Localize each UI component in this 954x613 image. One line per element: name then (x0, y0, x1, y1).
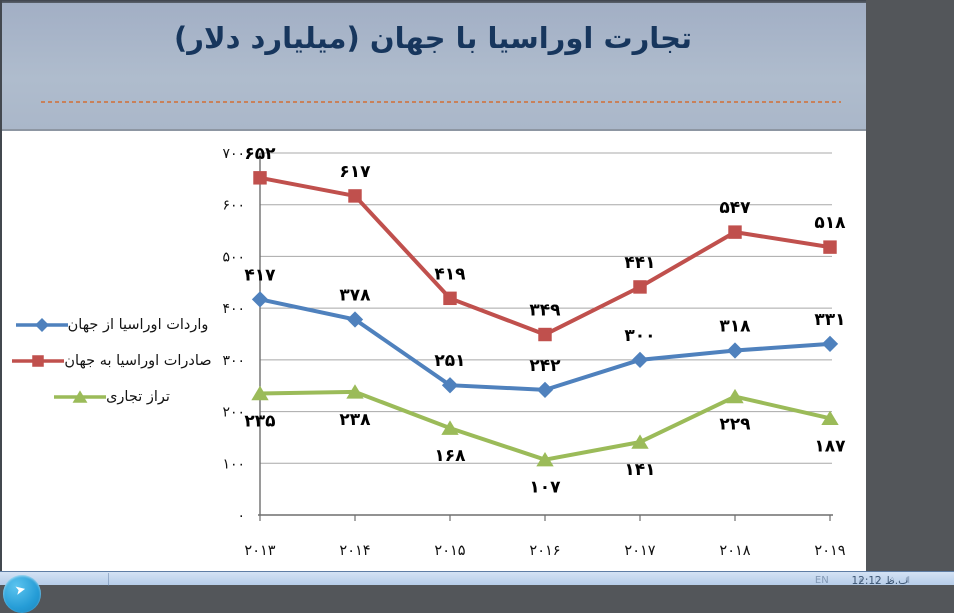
x-axis-tick-label: ۲۰۱۳ (244, 543, 275, 559)
y-axis-tick-label: ۷۰۰ (222, 146, 245, 162)
window-left-edge (0, 0, 2, 571)
data-point-marker (536, 381, 554, 398)
series-2: ۲۳۵ ۲۳۸ ۱۶۸ ۱۰۷ ۱۴۱ ۲۲۹ ۱۸۷ (244, 384, 846, 498)
y-axis-tick-label: ۰ (237, 508, 245, 524)
network-icon[interactable]: ⬨ (890, 575, 895, 585)
data-point-marker (726, 388, 744, 404)
taskbar-separator (108, 573, 109, 586)
clock-period: ب.ظ (885, 575, 908, 587)
legend-item-0: واردات اوراسیا از جهان (6, 307, 224, 343)
legend-label: واردات اوراسیا از جهان (67, 317, 209, 333)
data-point-marker (631, 434, 649, 449)
power-icon[interactable]: ▯ (874, 575, 880, 585)
volume-icon[interactable]: ◖ (905, 575, 910, 585)
data-label: ۴۱۷ (244, 265, 276, 285)
data-label: ۶۵۲ (244, 144, 276, 164)
legend-triangle-icon (54, 390, 107, 403)
dotted-separator (41, 100, 841, 103)
data-label: ۳۰۰ (624, 326, 655, 346)
legend-item-1: صادرات اوراسیا به جهان (6, 343, 224, 379)
data-point-marker (443, 291, 457, 306)
data-point-marker (728, 225, 742, 239)
legend-diamond-icon (15, 318, 68, 332)
axes (258, 153, 833, 521)
data-label: ۱۶۸ (434, 446, 466, 466)
data-label: ۳۷۸ (339, 286, 371, 306)
x-axis-tick-label: ۲۰۱۷ (624, 543, 655, 559)
data-point-marker (821, 410, 839, 426)
series-1: ۶۵۲ ۶۱۷ ۴۱۹ ۳۴۹ ۴۴۱ ۵۴۷ ۵۱۸ (244, 144, 846, 342)
chart-region: ۰ ۱۰۰ ۲۰۰ ۳۰۰ ۴۰۰ ۵۰۰ ۶۰۰ ۷۰۰ ۲۰۱۳ ۲۰۱۴ ۲۰۱۵ ۲۰۱۶ ۲۰… (0, 131, 866, 571)
data-label: ۳۳۱ (814, 310, 845, 330)
legend-marker (34, 318, 49, 332)
data-point-marker (346, 384, 364, 399)
window-top-edge (0, 0, 866, 3)
series-0: ۴۱۷ ۳۷۸ ۲۵۱ ۲۴۲ ۳۰۰ ۳۱۸ ۳۳۱ (244, 265, 846, 398)
x-axis-tick-label: ۲۰۱۹ (814, 543, 845, 559)
legend-marker (32, 355, 45, 367)
data-label: ۱۰۷ (529, 478, 561, 498)
data-point-marker (251, 291, 269, 308)
data-label: ۲۴۲ (529, 356, 561, 376)
data-label: ۳۴۹ (529, 301, 561, 321)
x-axis-labels: ۲۰۱۳ ۲۰۱۴ ۲۰۱۵ ۲۰۱۶ ۲۰۱۷ ۲۰۱۸ ۲۰۱۹ (244, 543, 845, 559)
y-axis-tick-label: ۳۰۰ (222, 353, 245, 369)
y-axis-tick-label: ۱۰۰ (222, 456, 245, 472)
data-point-marker (726, 342, 744, 359)
data-point-marker (821, 335, 839, 352)
data-point-marker (253, 171, 267, 185)
y-axis-tick-label: ۴۰۰ (222, 301, 245, 317)
presentation-slide: تجارت اوراسیا با جهان (میلیارد دلار) ۰ ۱۰… (0, 0, 866, 571)
data-point-marker (346, 311, 364, 328)
data-point-marker (536, 451, 554, 467)
data-label: ۵۴۷ (719, 198, 751, 218)
start-button[interactable]: ➤ (3, 575, 41, 613)
system-tray: EN ▴ ▯ ⬨ ◖ (815, 572, 910, 586)
data-point-marker (538, 327, 552, 342)
legend-item-2: تراز تجاری (6, 379, 224, 415)
hidden-icons-chevron-icon[interactable]: ▴ (858, 575, 864, 585)
data-point-marker (633, 280, 647, 294)
data-point-marker (441, 377, 459, 394)
data-label: ۵۱۸ (814, 213, 846, 233)
slide-header: تجارت اوراسیا با جهان (میلیارد دلار) (0, 3, 866, 131)
data-label: ۲۳۵ (244, 411, 275, 431)
gridlines (260, 152, 832, 464)
legend-square-icon (12, 355, 65, 367)
slide-title: تجارت اوراسیا با جهان (میلیارد دلار) (174, 21, 692, 55)
data-label: ۲۲۹ (719, 415, 751, 435)
data-point-marker (348, 189, 362, 203)
x-axis-tick-label: ۲۰۱۶ (529, 543, 560, 559)
legend-label: تراز تجاری (106, 389, 170, 405)
clock-time: 12:12 (851, 575, 882, 587)
language-indicator[interactable]: EN (814, 575, 829, 586)
data-point-marker (631, 351, 649, 368)
legend-marker (72, 390, 88, 403)
y-axis-labels: ۰ ۱۰۰ ۲۰۰ ۳۰۰ ۴۰۰ ۵۰۰ ۶۰۰ ۷۰۰ (222, 146, 245, 524)
data-label: ۱۴۱ (624, 460, 655, 480)
data-label: ۲۵۱ (434, 351, 465, 371)
data-label: ۲۳۸ (339, 410, 371, 430)
data-label: ۱۸۷ (814, 436, 846, 456)
y-axis-tick-label: ۲۰۰ (222, 405, 245, 421)
y-axis-tick-label: ۶۰۰ (222, 198, 245, 214)
data-label: ۳۱۸ (719, 317, 751, 337)
taskbar[interactable]: ➤ EN ▴ ▯ ⬨ ◖ 12:12 ب.ظ (0, 571, 954, 613)
data-point-marker (441, 420, 459, 435)
chart-legend: واردات اوراسیا از جهان صادرات اوراسیا به … (6, 307, 224, 415)
x-axis-tick-label: ۲۰۱۸ (719, 543, 750, 559)
data-point-marker (251, 385, 269, 401)
taskbar-clock[interactable]: 12:12 ب.ظ (851, 575, 908, 587)
data-label: ۶۱۷ (339, 162, 371, 182)
legend-label: صادرات اوراسیا به جهان (64, 353, 212, 369)
data-label: ۴۱۹ (434, 264, 466, 284)
x-axis-tick-label: ۲۰۱۴ (339, 543, 370, 559)
data-label: ۴۴۱ (624, 253, 655, 273)
x-axis-tick-label: ۲۰۱۵ (434, 543, 465, 559)
y-axis-tick-label: ۵۰۰ (222, 249, 245, 265)
data-point-marker (823, 240, 837, 254)
workspace-background (866, 0, 954, 571)
